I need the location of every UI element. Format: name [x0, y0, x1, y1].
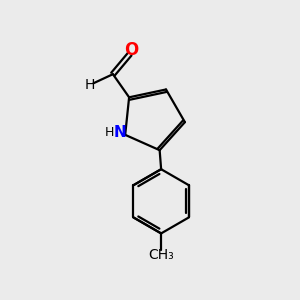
- Text: CH₃: CH₃: [148, 248, 174, 262]
- Text: N: N: [113, 125, 126, 140]
- Text: H: H: [105, 126, 114, 139]
- Text: O: O: [124, 41, 138, 59]
- Text: H: H: [85, 78, 95, 92]
